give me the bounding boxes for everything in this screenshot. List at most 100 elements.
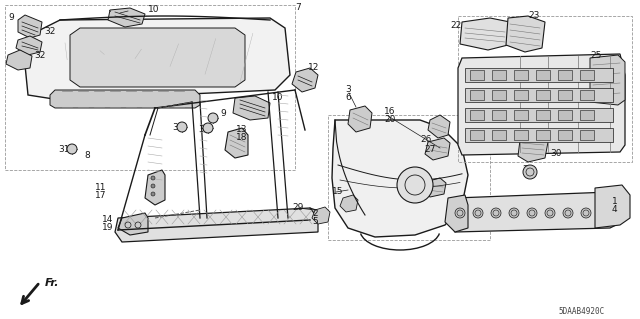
Polygon shape xyxy=(445,195,468,232)
Bar xyxy=(465,108,613,122)
Bar xyxy=(580,90,594,100)
Bar xyxy=(514,70,528,80)
Text: 3: 3 xyxy=(345,85,351,94)
Bar xyxy=(492,110,506,120)
Polygon shape xyxy=(118,213,148,235)
Polygon shape xyxy=(25,18,290,100)
Text: 11: 11 xyxy=(95,183,106,192)
Text: 21: 21 xyxy=(522,166,533,174)
Text: 24: 24 xyxy=(558,95,569,105)
Bar xyxy=(580,70,594,80)
Circle shape xyxy=(509,208,519,218)
Bar xyxy=(536,70,550,80)
Text: 14: 14 xyxy=(102,216,113,225)
Bar xyxy=(465,128,613,142)
Circle shape xyxy=(208,113,218,123)
Bar xyxy=(470,90,484,100)
Circle shape xyxy=(455,208,465,218)
Circle shape xyxy=(581,208,591,218)
Text: 32: 32 xyxy=(34,50,45,60)
Bar xyxy=(536,110,550,120)
Bar xyxy=(536,90,550,100)
Bar xyxy=(558,130,572,140)
Text: 26: 26 xyxy=(420,136,431,145)
Polygon shape xyxy=(506,16,545,52)
Bar xyxy=(492,70,506,80)
Polygon shape xyxy=(50,90,200,108)
Polygon shape xyxy=(458,54,625,155)
Text: 28: 28 xyxy=(418,177,429,187)
Circle shape xyxy=(397,167,433,203)
Circle shape xyxy=(545,208,555,218)
Bar xyxy=(470,130,484,140)
Polygon shape xyxy=(225,128,248,158)
Text: 13: 13 xyxy=(236,124,248,133)
Bar xyxy=(514,130,528,140)
Bar xyxy=(580,130,594,140)
Bar xyxy=(514,90,528,100)
Text: 27: 27 xyxy=(424,145,435,154)
Text: 5: 5 xyxy=(312,218,317,226)
Bar xyxy=(492,130,506,140)
Text: 7: 7 xyxy=(295,4,301,12)
Circle shape xyxy=(151,192,155,196)
Text: 2: 2 xyxy=(312,210,317,219)
Text: 17: 17 xyxy=(95,191,106,201)
Polygon shape xyxy=(348,106,372,132)
Polygon shape xyxy=(595,185,630,228)
Text: 32: 32 xyxy=(44,27,56,36)
Text: 19: 19 xyxy=(102,224,113,233)
Text: 9: 9 xyxy=(8,13,13,23)
Bar xyxy=(536,130,550,140)
Polygon shape xyxy=(108,8,145,27)
Text: 23: 23 xyxy=(528,11,540,19)
Circle shape xyxy=(473,208,483,218)
Circle shape xyxy=(523,165,537,179)
Circle shape xyxy=(563,208,573,218)
Circle shape xyxy=(491,208,501,218)
Polygon shape xyxy=(340,195,358,212)
Polygon shape xyxy=(590,55,625,105)
Text: 5DAAB4920C: 5DAAB4920C xyxy=(558,308,604,316)
Text: 20: 20 xyxy=(384,115,396,124)
Polygon shape xyxy=(422,178,446,197)
Text: 12: 12 xyxy=(308,63,319,72)
Polygon shape xyxy=(233,96,270,120)
Text: 8: 8 xyxy=(84,151,90,160)
Bar xyxy=(465,88,613,102)
Text: 29: 29 xyxy=(292,204,303,212)
Circle shape xyxy=(527,208,537,218)
Polygon shape xyxy=(70,28,245,87)
Circle shape xyxy=(67,144,77,154)
Text: 25: 25 xyxy=(590,50,602,60)
Circle shape xyxy=(151,184,155,188)
Polygon shape xyxy=(428,115,450,138)
Text: 15: 15 xyxy=(332,188,344,197)
Polygon shape xyxy=(332,120,468,237)
Polygon shape xyxy=(18,15,42,38)
Text: 10: 10 xyxy=(272,93,284,102)
Text: 6: 6 xyxy=(345,93,351,102)
Bar xyxy=(580,110,594,120)
Circle shape xyxy=(177,122,187,132)
Text: 10: 10 xyxy=(148,4,159,13)
Bar xyxy=(558,70,572,80)
Polygon shape xyxy=(312,207,330,224)
Polygon shape xyxy=(145,170,165,205)
Text: 9: 9 xyxy=(220,109,226,118)
Polygon shape xyxy=(448,192,622,232)
Text: 30: 30 xyxy=(550,149,561,158)
Text: 1: 1 xyxy=(612,197,618,206)
Polygon shape xyxy=(16,36,42,55)
Text: 16: 16 xyxy=(384,108,396,116)
Bar xyxy=(470,70,484,80)
Text: 32: 32 xyxy=(198,124,209,133)
Polygon shape xyxy=(6,50,32,70)
Polygon shape xyxy=(425,138,450,160)
Bar xyxy=(558,90,572,100)
Text: Fr.: Fr. xyxy=(45,278,60,288)
Bar xyxy=(465,68,613,82)
Bar xyxy=(470,110,484,120)
Circle shape xyxy=(203,123,213,133)
Text: 4: 4 xyxy=(612,205,618,214)
